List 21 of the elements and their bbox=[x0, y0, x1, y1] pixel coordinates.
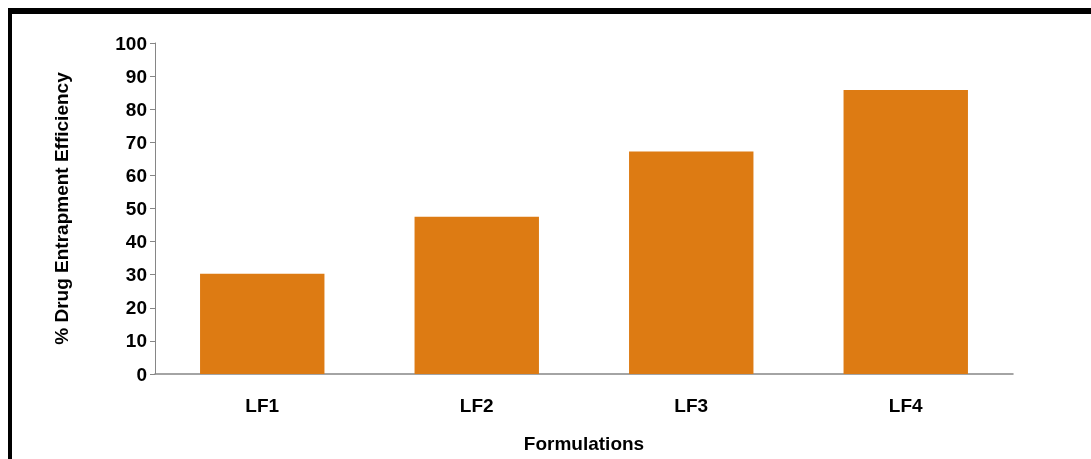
y-tick-label: 20 bbox=[125, 297, 147, 319]
y-tick-label: 100 bbox=[115, 32, 147, 54]
y-tick-label: 90 bbox=[125, 65, 147, 87]
y-axis-title: % Drug Entrapment Efficiency bbox=[51, 71, 72, 345]
y-tick-label: 30 bbox=[125, 264, 147, 286]
x-tick-label: LF3 bbox=[674, 395, 709, 416]
y-tick-label: 0 bbox=[136, 363, 147, 385]
x-axis-title: Formulations bbox=[523, 433, 645, 454]
y-tick-label: 70 bbox=[125, 131, 147, 153]
y-tick-label: 40 bbox=[125, 231, 147, 253]
bar bbox=[843, 90, 968, 374]
x-tick-label: LF1 bbox=[245, 395, 280, 416]
y-tick-label: 80 bbox=[125, 98, 147, 120]
y-tick-label: 50 bbox=[125, 198, 147, 219]
bar bbox=[200, 273, 325, 374]
bar bbox=[629, 151, 754, 374]
bar bbox=[414, 216, 539, 374]
y-tick-label: 10 bbox=[125, 330, 147, 352]
x-tick-label: LF4 bbox=[888, 395, 924, 416]
x-tick-label: LF2 bbox=[459, 395, 494, 416]
y-tick-label: 60 bbox=[125, 164, 147, 186]
